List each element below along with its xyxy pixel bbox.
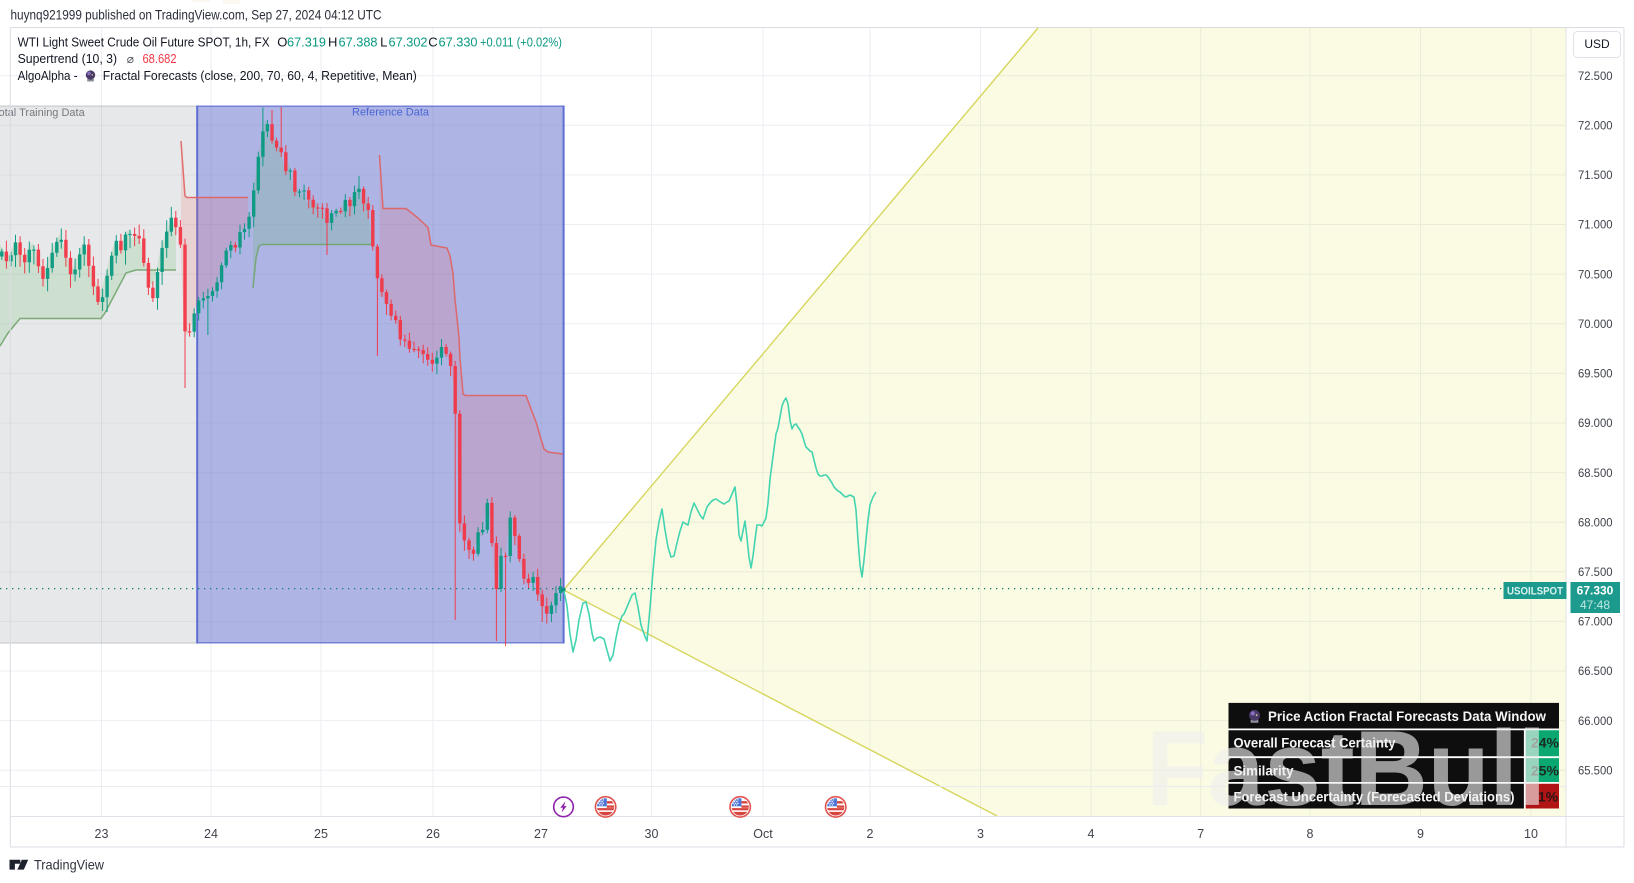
svg-text:26: 26 bbox=[426, 827, 440, 841]
svg-text:3: 3 bbox=[977, 827, 984, 841]
svg-text:27: 27 bbox=[534, 827, 548, 841]
svg-text:68.000: 68.000 bbox=[1578, 515, 1613, 529]
svg-text:71.500: 71.500 bbox=[1578, 168, 1613, 182]
svg-text:67.330: 67.330 bbox=[439, 34, 478, 49]
svg-text:47:48: 47:48 bbox=[1580, 598, 1610, 612]
svg-text:23: 23 bbox=[95, 827, 109, 841]
svg-text:Similarity: Similarity bbox=[1234, 762, 1294, 778]
svg-text:68.500: 68.500 bbox=[1578, 466, 1613, 480]
svg-text:Total Training Data: Total Training Data bbox=[0, 107, 86, 119]
svg-text:4: 4 bbox=[1088, 827, 1095, 841]
svg-text:25%: 25% bbox=[1531, 762, 1560, 778]
svg-text:WTI Light Sweet Crude Oil Futu: WTI Light Sweet Crude Oil Future SPOT, 1… bbox=[18, 34, 270, 49]
svg-text:25: 25 bbox=[314, 827, 328, 841]
svg-text:24: 24 bbox=[204, 827, 218, 841]
svg-text:L: L bbox=[380, 34, 387, 49]
svg-text:Price Action Fractal Forecasts: Price Action Fractal Forecasts Data Wind… bbox=[1268, 708, 1546, 724]
svg-text:72.000: 72.000 bbox=[1578, 119, 1613, 133]
svg-text:Reference Data: Reference Data bbox=[352, 107, 430, 119]
svg-text:Fractal Forecasts (close, 200,: Fractal Forecasts (close, 200, 70, 60, 4… bbox=[103, 68, 417, 83]
svg-text:TradingView: TradingView bbox=[34, 857, 105, 873]
svg-text:67.319: 67.319 bbox=[287, 34, 326, 49]
svg-text:9: 9 bbox=[1417, 827, 1424, 841]
svg-text:Overall Forecast Certainty: Overall Forecast Certainty bbox=[1234, 735, 1396, 751]
svg-text:68.682: 68.682 bbox=[143, 51, 177, 66]
svg-text:8: 8 bbox=[1307, 827, 1314, 841]
svg-text:66.000: 66.000 bbox=[1578, 714, 1613, 728]
svg-text:huynq921999 published on Tradi: huynq921999 published on TradingView.com… bbox=[11, 7, 382, 23]
svg-text:H: H bbox=[328, 34, 337, 49]
svg-text:65.500: 65.500 bbox=[1578, 763, 1613, 777]
svg-text:70.000: 70.000 bbox=[1578, 317, 1613, 331]
svg-text:C: C bbox=[428, 34, 437, 49]
svg-text:66.500: 66.500 bbox=[1578, 664, 1613, 678]
svg-text:Oct: Oct bbox=[753, 827, 773, 841]
svg-text:67.000: 67.000 bbox=[1578, 615, 1613, 629]
svg-text:67.302: 67.302 bbox=[389, 34, 428, 49]
svg-text:67.500: 67.500 bbox=[1578, 565, 1613, 579]
svg-text:2: 2 bbox=[867, 827, 874, 841]
svg-text:AlgoAlpha -: AlgoAlpha - bbox=[18, 68, 78, 83]
svg-text:67.330: 67.330 bbox=[1577, 584, 1614, 598]
svg-text:USOILSPOT: USOILSPOT bbox=[1507, 586, 1563, 598]
svg-text:72.500: 72.500 bbox=[1578, 69, 1613, 83]
svg-text:USD: USD bbox=[1584, 37, 1610, 51]
svg-text:69.000: 69.000 bbox=[1578, 416, 1613, 430]
svg-text:Forecast Uncertainty (Forecast: Forecast Uncertainty (Forecasted Deviati… bbox=[1234, 788, 1515, 804]
svg-text:30: 30 bbox=[645, 827, 659, 841]
svg-text:1%: 1% bbox=[1538, 788, 1559, 804]
svg-text:+0.011 (+0.02%): +0.011 (+0.02%) bbox=[480, 34, 562, 49]
svg-text:10: 10 bbox=[1524, 827, 1538, 841]
svg-text:7: 7 bbox=[1197, 827, 1204, 841]
svg-text:24%: 24% bbox=[1531, 735, 1560, 751]
svg-text:69.500: 69.500 bbox=[1578, 367, 1613, 381]
svg-text:Supertrend (10, 3): Supertrend (10, 3) bbox=[18, 51, 118, 66]
svg-text:O: O bbox=[277, 34, 287, 49]
svg-text:71.000: 71.000 bbox=[1578, 218, 1613, 232]
svg-text:FastBull: FastBull bbox=[1146, 708, 1546, 828]
svg-text:⌀: ⌀ bbox=[127, 52, 134, 66]
svg-text:70.500: 70.500 bbox=[1578, 267, 1613, 281]
svg-text:67.388: 67.388 bbox=[339, 34, 378, 49]
